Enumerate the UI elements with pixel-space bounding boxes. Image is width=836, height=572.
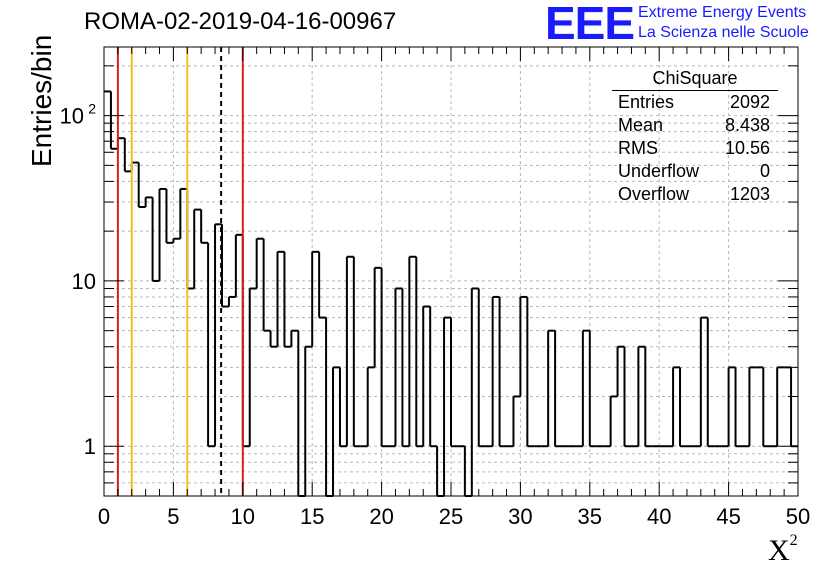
stats-box: ChiSquare Entries 2092 Mean 8.438 RMS 10.56… bbox=[612, 66, 778, 206]
x-tick-label: 50 bbox=[786, 504, 810, 529]
logo-line-1: Extreme Energy Events bbox=[638, 4, 807, 21]
x-tick-label: 45 bbox=[716, 504, 740, 529]
marker-lines bbox=[116, 47, 244, 496]
stats-label: RMS bbox=[618, 138, 658, 158]
x-axis-label-base: X bbox=[768, 534, 790, 567]
x-tick-label: 0 bbox=[98, 504, 110, 529]
stats-row-underflow: Underflow 0 bbox=[612, 160, 778, 183]
y-tick-label: 1 bbox=[84, 434, 96, 459]
x-axis-ticks: 0 5 10 15 20 25 30 35 40 45 50 bbox=[98, 47, 810, 529]
x-axis-label-exponent: 2 bbox=[789, 532, 798, 549]
y-axis-label: Entries/bin bbox=[26, 34, 57, 167]
y-tick-label-exponent: 2 bbox=[88, 101, 96, 117]
stats-row-rms: RMS 10.56 bbox=[612, 137, 778, 160]
stats-title: ChiSquare bbox=[612, 66, 778, 91]
x-tick-label: 15 bbox=[300, 504, 324, 529]
chart-title: ROMA-02-2019-04-16-00967 bbox=[84, 8, 397, 35]
stats-row-entries: Entries 2092 bbox=[612, 91, 778, 114]
x-tick-label: 30 bbox=[508, 504, 532, 529]
eee-logo: EEE bbox=[545, 0, 635, 49]
x-tick-label: 20 bbox=[369, 504, 393, 529]
histogram-bins bbox=[104, 90, 798, 497]
x-tick-label: 35 bbox=[578, 504, 602, 529]
stats-value: 1203 bbox=[729, 184, 770, 204]
stats-value: 8.438 bbox=[724, 115, 770, 135]
stats-value: 10.56 bbox=[724, 138, 770, 158]
x-tick-label: 10 bbox=[231, 504, 255, 529]
y-tick-label: 10 bbox=[72, 269, 96, 294]
stats-row-overflow: Overflow 1203 bbox=[612, 183, 778, 206]
stats-label: Underflow bbox=[618, 161, 700, 181]
stats-value: 2092 bbox=[729, 92, 770, 112]
x-tick-label: 25 bbox=[439, 504, 463, 529]
logo-line-2: La Scienza nelle Scuole bbox=[638, 24, 809, 41]
x-tick-label: 40 bbox=[647, 504, 671, 529]
stats-label: Entries bbox=[618, 92, 675, 112]
x-axis-label: X2 bbox=[768, 532, 798, 568]
y-tick-label: 10 bbox=[60, 104, 84, 129]
stats-value: 0 bbox=[759, 161, 770, 181]
x-tick-label: 5 bbox=[167, 504, 179, 529]
grid-lines bbox=[104, 47, 798, 496]
stats-label: Mean bbox=[618, 115, 664, 135]
stats-row-mean: Mean 8.438 bbox=[612, 114, 778, 137]
stats-label: Overflow bbox=[618, 184, 690, 204]
